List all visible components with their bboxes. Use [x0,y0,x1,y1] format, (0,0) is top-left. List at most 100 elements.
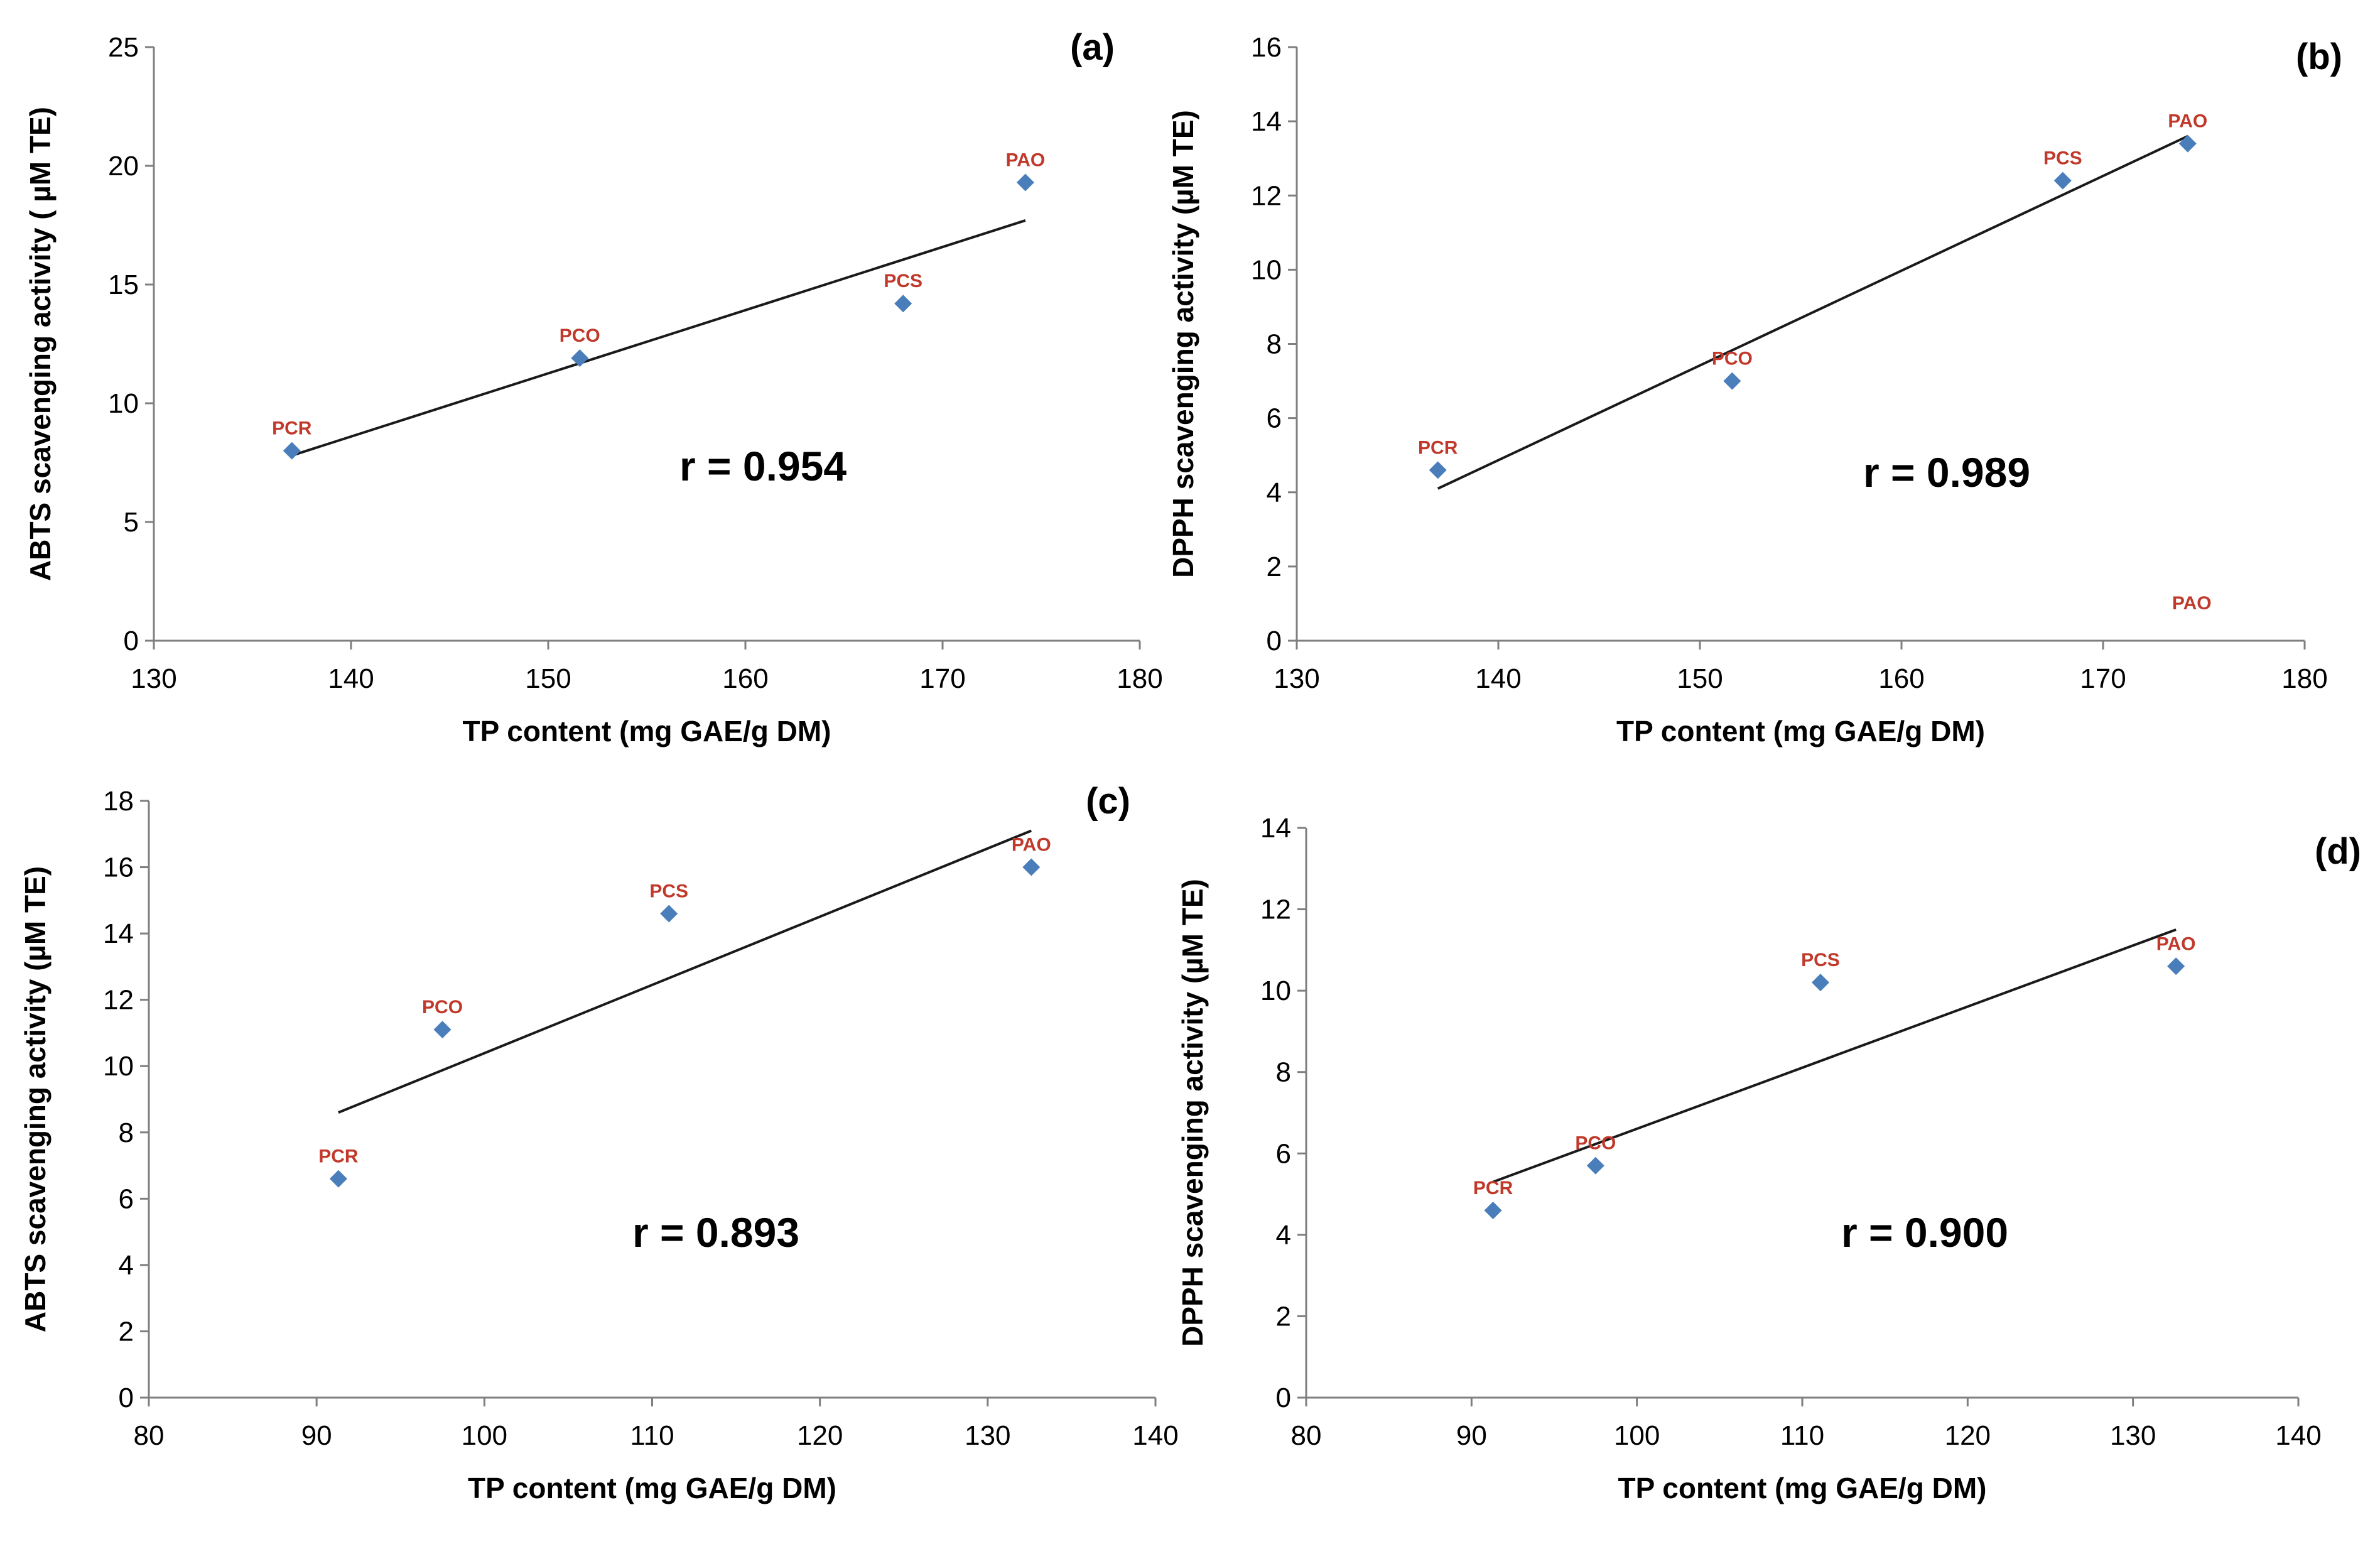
y-tick-label: 0 [119,1383,134,1413]
data-point-pao [1016,173,1034,192]
y-tick-label: 2 [119,1316,134,1347]
chart-panel: 0 5 10 15 20 25 130 140 150 160 170 180 TP content (… [24,27,1163,747]
x-tick-label: 130 [965,1420,1010,1451]
point-label-pco: PCO [422,997,463,1018]
y-tick-label: 10 [1251,254,1282,285]
data-point-pcr [329,1170,347,1188]
y-tick-label: 0 [1267,626,1282,656]
x-tick-label: 180 [2281,663,2327,694]
x-axis-title: TP content (mg GAE/g DM) [463,715,831,747]
x-tick-label: 130 [1274,663,1319,694]
y-tick-label: 16 [103,852,134,883]
y-tick-label: 2 [1267,552,1282,582]
y-tick-label: 12 [103,985,134,1016]
data-point-pco [571,349,589,367]
point-label-pao: PAO [1005,149,1045,170]
x-tick-label: 80 [134,1420,165,1451]
point-label-pco: PCO [1575,1133,1616,1154]
x-axis-title: TP content (mg GAE/g DM) [1618,1472,1987,1504]
x-tick-label: 90 [301,1420,332,1451]
data-point-pcs [2053,171,2072,190]
data-point-pcr [283,442,301,460]
y-tick-label: 4 [119,1250,134,1281]
y-tick-label: 18 [103,786,134,817]
y-tick-label: 6 [119,1183,134,1214]
correlation-annotation: r = 0.954 [679,443,847,489]
y-tick-label: 10 [103,1051,134,1082]
panel-label: (d) [2315,831,2361,872]
x-tick-label: 90 [1456,1420,1487,1451]
y-tick-label: 14 [1260,813,1291,844]
x-axis-title: TP content (mg GAE/g DM) [1616,715,1985,747]
data-point-pcs [894,295,912,313]
y-axis-title: DPPH scavenging activity (µM TE) [1176,879,1209,1347]
y-tick-label: 15 [108,269,139,300]
correlation-annotation: r = 0.893 [632,1209,799,1256]
y-tick-label: 0 [1276,1383,1291,1413]
y-tick-label: 12 [1260,894,1291,925]
panel-label: (b) [2296,36,2342,77]
y-tick-label: 10 [1260,976,1291,1006]
point-label-pcr: PCR [1473,1178,1513,1198]
y-tick-label: 6 [1276,1138,1291,1169]
y-tick-label: 12 [1251,180,1282,211]
data-point-pcs [660,905,678,923]
y-tick-label: 8 [119,1117,134,1148]
point-label-pao: PAO [1012,835,1051,856]
point-label-pco: PCO [1712,349,1753,369]
point-label-pao: PAO [2156,933,2196,954]
x-tick-label: 160 [1878,663,1924,694]
point-label-pcr: PCR [272,418,312,439]
panel-label: (a) [1070,27,1115,68]
data-point-pcs [1811,974,1829,992]
x-tick-label: 120 [1945,1420,1991,1451]
x-tick-label: 140 [1132,1420,1178,1451]
correlation-annotation: r = 0.900 [1841,1209,2008,1256]
y-tick-label: 20 [108,151,139,182]
x-tick-label: 100 [1614,1420,1660,1451]
trendline [338,829,1032,1114]
x-tick-label: 80 [1291,1420,1322,1451]
point-label-pcs: PCS [884,271,922,291]
y-axis-title: ABTS scavenging activity ( µM TE) [24,107,57,581]
x-tick-label: 150 [525,663,571,694]
y-tick-label: 4 [1276,1220,1291,1251]
extra-point-label: PAO [2172,593,2212,614]
chart-panel: 0 2 4 6 8 10 12 14 16 18 80 90 100 110 120 130 140 TP con… [19,781,1179,1504]
x-tick-label: 160 [722,663,768,694]
y-axis-title: ABTS scavenging activity (µM TE) [19,866,51,1332]
x-tick-label: 120 [797,1420,843,1451]
x-tick-label: 130 [2110,1420,2156,1451]
point-label-pao: PAO [2168,111,2207,132]
data-point-pao [2178,134,2197,153]
chart-panel: 0 2 4 6 8 10 12 14 80 90 100 110 120 130 140 TP content… [1176,813,2361,1504]
point-label-pcs: PCS [1801,950,1840,970]
data-point-pao [2167,957,2185,976]
y-tick-label: 16 [1251,32,1282,63]
x-tick-label: 100 [462,1420,507,1451]
trendline [1437,134,2188,490]
x-tick-label: 110 [630,1420,674,1451]
correlation-annotation: r = 0.989 [1863,449,2030,496]
data-point-pco [1723,372,1741,390]
trendline [291,219,1026,457]
chart-panel: 0 2 4 6 8 10 12 14 16 130 140 150 160 170 180 TP conten… [1167,32,2342,747]
x-tick-label: 130 [131,663,176,694]
y-axis-title: DPPH scavenging activity (µM TE) [1167,110,1199,578]
x-tick-label: 140 [2275,1420,2321,1451]
y-tick-label: 25 [108,32,139,63]
y-tick-label: 10 [108,388,139,419]
point-label-pcs: PCS [649,881,688,901]
y-tick-label: 14 [1251,106,1282,137]
y-tick-label: 5 [124,507,139,538]
data-point-pcr [1484,1201,1502,1219]
x-tick-label: 170 [2080,663,2126,694]
x-tick-label: 110 [1780,1420,1824,1451]
x-tick-label: 140 [328,663,374,694]
x-tick-label: 170 [919,663,965,694]
y-tick-label: 6 [1267,403,1282,434]
y-tick-label: 4 [1267,477,1282,508]
y-tick-label: 2 [1276,1301,1291,1332]
data-point-pco [1586,1156,1604,1175]
